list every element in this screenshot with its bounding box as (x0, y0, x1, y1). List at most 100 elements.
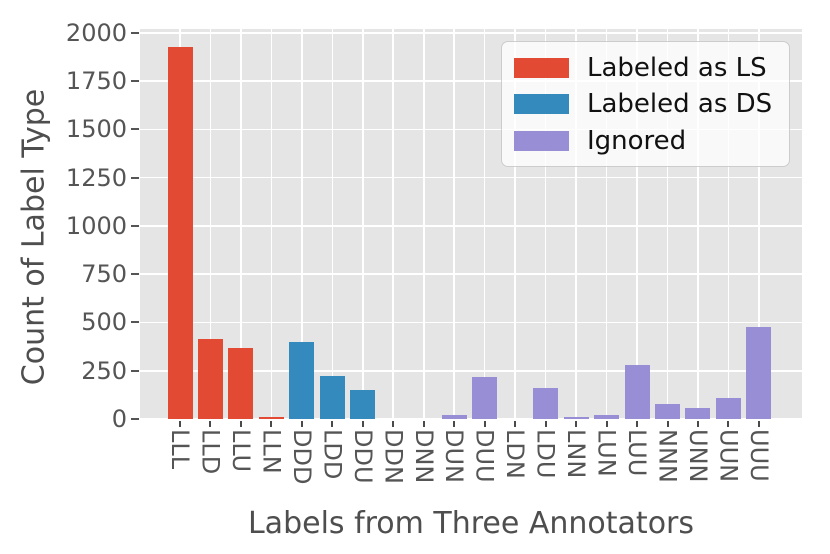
legend-entry-LS: Labeled as LS (514, 53, 777, 83)
x-tick-mark-DUU (483, 421, 486, 427)
y-tick-label-500: 500 (81, 308, 127, 337)
gridline-h-2000 (140, 32, 802, 34)
gridline-v-LDN (514, 29, 516, 419)
x-tick-label-UNN: UNN (683, 429, 712, 483)
x-tick-mark-NNN (666, 421, 669, 427)
y-tick-mark-2000 (131, 31, 139, 34)
x-tick-label-LLU: LLU (226, 429, 255, 473)
x-tick-mark-UUU (757, 421, 760, 427)
x-tick-label-LDU: LDU (531, 429, 560, 479)
x-tick-label-DDN: DDN (379, 429, 408, 484)
gridline-v-UUU (758, 29, 760, 419)
bar-DUU (472, 376, 498, 419)
y-tick-mark-750 (131, 273, 139, 276)
gridline-v-LDU (544, 29, 547, 419)
gridline-v-LUU (636, 29, 638, 419)
gridline-v-DDD (301, 29, 303, 419)
gridline-v-DDU (362, 29, 364, 419)
x-tick-label-DNN: DNN (409, 429, 438, 484)
legend-label-DS: Labeled as DS (587, 89, 773, 119)
legend-swatch-LS (514, 57, 569, 78)
gridline-v-DUN (453, 29, 456, 419)
y-tick-label-250: 250 (81, 356, 127, 385)
x-tick-label-LLD: LLD (196, 429, 225, 475)
bar-LDD (319, 375, 345, 419)
legend-swatch-IGN (514, 130, 569, 151)
gridline-v-LNN (575, 29, 577, 419)
bar-UUN (715, 397, 741, 419)
y-tick-mark-250 (131, 369, 139, 372)
x-tick-mark-LLL (179, 421, 181, 427)
legend: Labeled as LS Labeled as DS Ignored (501, 41, 790, 167)
y-tick-label-1750: 1750 (65, 67, 127, 96)
gridline-v-LLD (209, 29, 212, 419)
y-tick-mark-1500 (131, 128, 139, 131)
x-tick-mark-LUU (636, 421, 639, 427)
x-tick-mark-LLN (270, 421, 273, 427)
bar-LLD (197, 338, 223, 419)
x-tick-mark-UUN (727, 421, 730, 427)
x-tick-label-UUN: UUN (714, 429, 743, 483)
bar-DDU (350, 390, 376, 419)
legend-swatch-DS (514, 94, 569, 114)
x-tick-label-LDD: LDD (318, 429, 347, 480)
x-tick-label-LLN: LLN (257, 429, 286, 474)
bar-LLL (167, 47, 193, 419)
y-tick-label-1500: 1500 (65, 115, 127, 144)
gridline-v-LUN (605, 29, 608, 419)
legend-entry-IGN: Ignored (514, 126, 777, 156)
x-tick-mark-LNN (575, 421, 578, 427)
x-tick-label-LUU: LUU (623, 429, 652, 477)
y-tick-mark-1750 (131, 80, 139, 83)
gridline-v-LLU (240, 29, 242, 419)
x-tick-label-DDU: DDU (348, 429, 377, 484)
bar-LUN (594, 414, 620, 419)
x-tick-label-LLL: LLL (166, 429, 194, 470)
x-tick-mark-UNN (696, 421, 699, 427)
x-tick-label-DUU: DUU (470, 429, 499, 483)
y-tick-mark-500 (131, 321, 139, 324)
bar-DDD (289, 341, 315, 419)
gridline-v-UNN (697, 29, 699, 419)
x-tick-label-NNN: NNN (653, 429, 682, 483)
y-tick-mark-1000 (131, 224, 139, 227)
x-tick-label-LDN: LDN (501, 429, 530, 479)
x-tick-mark-DDN (392, 421, 395, 427)
x-axis-title: Labels from Three Annotators (247, 506, 695, 541)
x-tick-label-DUN: DUN (440, 429, 469, 483)
x-tick-mark-LDN (514, 421, 517, 427)
gridline-h-250 (140, 369, 802, 372)
y-tick-mark-1250 (131, 176, 139, 179)
bar-LUU (624, 364, 650, 419)
x-tick-mark-DUN (453, 421, 456, 427)
legend-label-IGN: Ignored (587, 125, 687, 156)
x-tick-label-UUU: UUU (744, 429, 773, 482)
gridline-h-500 (140, 321, 802, 324)
x-tick-label-LNN: LNN (562, 429, 591, 479)
x-tick-mark-LLU (239, 421, 242, 427)
gridline-v-LLN (270, 29, 273, 419)
x-tick-mark-LDD (331, 421, 334, 427)
y-tick-label-750: 750 (81, 260, 127, 289)
x-tick-mark-DNN (422, 421, 425, 427)
gridline-v-DNN (422, 29, 425, 419)
legend-entry-DS: Labeled as DS (514, 89, 777, 119)
y-tick-label-2000: 2000 (65, 18, 127, 47)
x-tick-label-LUN: LUN (592, 429, 621, 477)
gridline-v-NNN (666, 29, 669, 419)
bar-DUN (441, 414, 467, 419)
gridline-v-DDN (392, 29, 395, 419)
plot-area: Labeled as LS Labeled as DS Ignored (140, 29, 802, 420)
bar-LLU (228, 347, 254, 419)
gridline-h-0 (140, 418, 802, 420)
y-tick-label-0: 0 (111, 405, 127, 433)
gridline-h-1000 (140, 225, 802, 227)
x-tick-mark-DDU (361, 421, 364, 427)
x-tick-mark-LLD (209, 421, 212, 427)
y-tick-mark-0 (131, 418, 139, 420)
bar-UNN (685, 408, 711, 419)
bar-NNN (655, 403, 681, 419)
gridline-h-1750 (140, 80, 802, 82)
y-tick-label-1250: 1250 (65, 163, 127, 192)
